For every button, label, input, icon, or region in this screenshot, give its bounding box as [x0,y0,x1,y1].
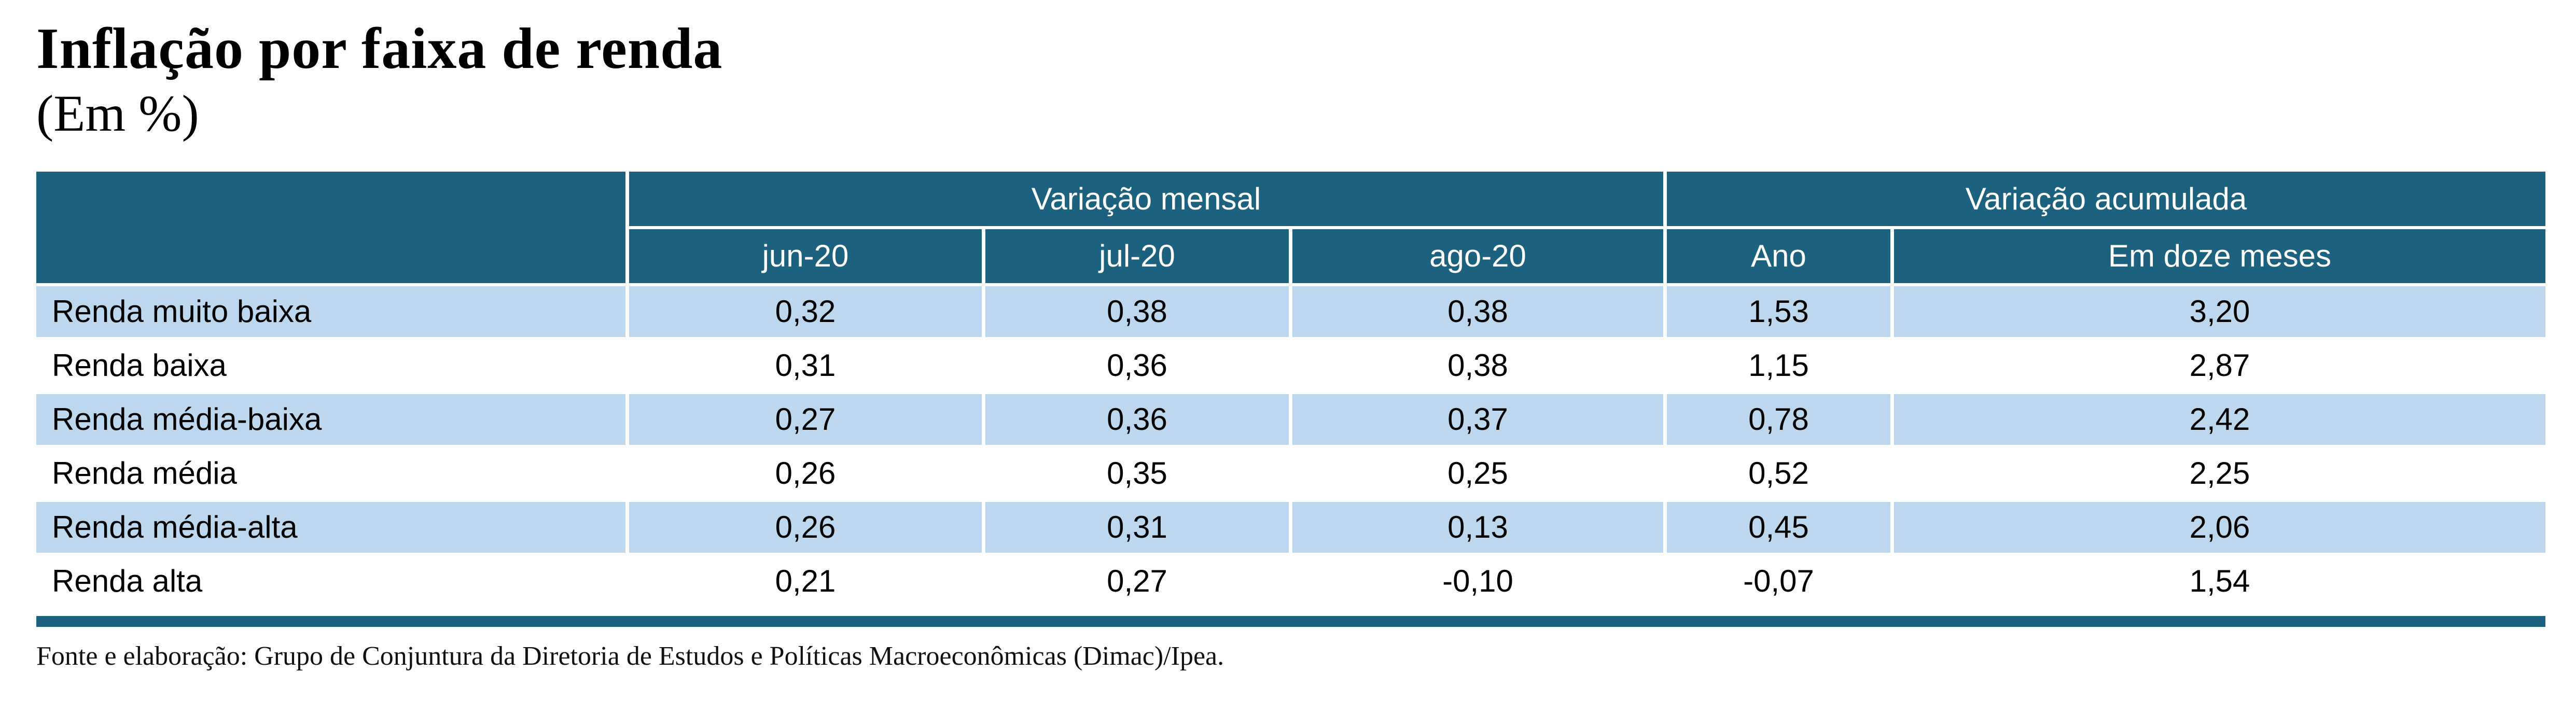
row-label: Renda média-baixa [36,394,629,448]
cell-jun: 0,26 [629,501,985,556]
page-subtitle: (Em %) [36,84,199,142]
cell-jun: 0,26 [629,447,985,502]
cell-ano: 0,45 [1667,501,1895,556]
cell-jul: 0,36 [985,394,1292,448]
source-note: Fonte e elaboração: Grupo de Conjuntura … [36,641,1224,671]
cell-ago: 0,25 [1292,447,1667,502]
table-row-renda-media-alta: Renda média-alta 0,26 0,31 0,13 0,45 2,0… [36,501,2546,556]
cell-jul: 0,38 [985,286,1292,340]
column-header-ano: Ano [1667,229,1895,286]
cell-doze-meses: 1,54 [1894,555,2546,610]
table-bottom-border [36,615,2545,627]
cell-jun: 0,27 [629,394,985,448]
cell-ago: 0,13 [1292,501,1667,556]
cell-ano: -0,07 [1667,555,1895,610]
row-label: Renda média [36,447,629,502]
table-row-renda-muito-baixa: Renda muito baixa 0,32 0,38 0,38 1,53 3,… [36,286,2546,340]
column-header-jun-20: jun-20 [629,229,985,286]
inflation-by-income-table: Variação mensal Variação acumulada jun-2… [36,171,2546,610]
cell-doze-meses: 2,42 [1894,394,2546,448]
group-header-variacao-acumulada: Variação acumulada [1667,171,2546,229]
cell-jul: 0,36 [985,340,1292,394]
cell-doze-meses: 3,20 [1894,286,2546,340]
cell-jun: 0,32 [629,286,985,340]
cell-doze-meses: 2,06 [1894,501,2546,556]
cell-ano: 1,53 [1667,286,1895,340]
row-label: Renda alta [36,555,629,610]
cell-jul: 0,27 [985,555,1292,610]
cell-ano: 0,78 [1667,394,1895,448]
cell-ano: 1,15 [1667,340,1895,394]
column-header-em-doze-meses: Em doze meses [1894,229,2546,286]
cell-ano: 0,52 [1667,447,1895,502]
page-title: Inflação por faixa de renda [36,17,723,81]
cell-ago: -0,10 [1292,555,1667,610]
cell-doze-meses: 2,87 [1894,340,2546,394]
column-header-row: jun-20 jul-20 ago-20 Ano Em doze meses [36,229,2546,286]
row-label: Renda muito baixa [36,286,629,340]
table-row-renda-baixa: Renda baixa 0,31 0,36 0,38 1,15 2,87 [36,340,2546,394]
column-header-jul-20: jul-20 [985,229,1292,286]
group-header-row: Variação mensal Variação acumulada [36,171,2546,286]
row-label: Renda baixa [36,340,629,394]
cell-jul: 0,35 [985,447,1292,502]
cell-ago: 0,38 [1292,286,1667,340]
cell-jun: 0,21 [629,555,985,610]
cell-ago: 0,38 [1292,340,1667,394]
column-header-ago-20: ago-20 [1292,229,1667,286]
table-row-renda-media-baixa: Renda média-baixa 0,27 0,36 0,37 0,78 2,… [36,394,2546,448]
table-row-renda-media: Renda média 0,26 0,35 0,25 0,52 2,25 [36,447,2546,502]
table-row-renda-alta: Renda alta 0,21 0,27 -0,10 -0,07 1,54 [36,555,2546,610]
group-header-variacao-mensal: Variação mensal [629,171,1667,229]
cell-ago: 0,37 [1292,394,1667,448]
cell-jul: 0,31 [985,501,1292,556]
cell-doze-meses: 2,25 [1894,447,2546,502]
corner-cell [36,171,629,286]
cell-jun: 0,31 [629,340,985,394]
row-label: Renda média-alta [36,501,629,556]
